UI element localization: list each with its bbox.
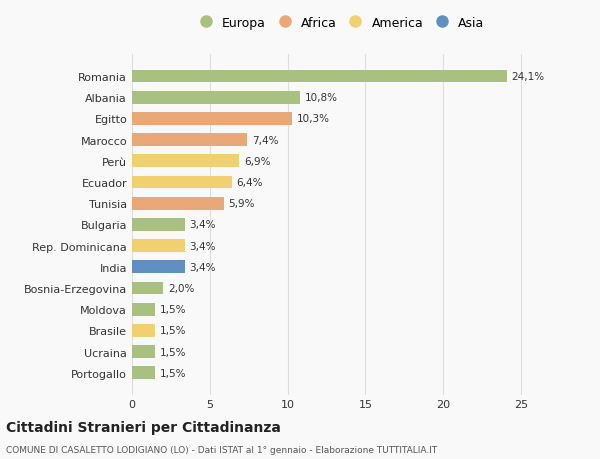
Bar [132, 113, 292, 125]
Text: 3,4%: 3,4% [190, 220, 216, 230]
Text: 3,4%: 3,4% [190, 262, 216, 272]
Bar [132, 134, 247, 147]
Text: 1,5%: 1,5% [160, 368, 187, 378]
Text: 3,4%: 3,4% [190, 241, 216, 251]
Bar [132, 92, 300, 104]
Bar [132, 261, 185, 274]
Text: 7,4%: 7,4% [252, 135, 278, 146]
Bar [132, 176, 232, 189]
Text: COMUNE DI CASALETTO LODIGIANO (LO) - Dati ISTAT al 1° gennaio - Elaborazione TUT: COMUNE DI CASALETTO LODIGIANO (LO) - Dat… [6, 445, 437, 454]
Text: Cittadini Stranieri per Cittadinanza: Cittadini Stranieri per Cittadinanza [6, 420, 281, 435]
Text: 5,9%: 5,9% [229, 199, 255, 209]
Bar [132, 282, 163, 295]
Text: 2,0%: 2,0% [168, 283, 194, 293]
Text: 1,5%: 1,5% [160, 304, 187, 314]
Text: 1,5%: 1,5% [160, 347, 187, 357]
Text: 10,8%: 10,8% [305, 93, 338, 103]
Bar [132, 325, 155, 337]
Text: 1,5%: 1,5% [160, 326, 187, 336]
Bar [132, 155, 239, 168]
Bar [132, 218, 185, 231]
Bar [132, 303, 155, 316]
Bar [132, 367, 155, 379]
Text: 10,3%: 10,3% [297, 114, 330, 124]
Bar [132, 346, 155, 358]
Bar [132, 71, 507, 83]
Legend: Europa, Africa, America, Asia: Europa, Africa, America, Asia [199, 17, 485, 30]
Bar [132, 197, 224, 210]
Text: 24,1%: 24,1% [512, 72, 545, 82]
Bar [132, 240, 185, 252]
Text: 6,4%: 6,4% [236, 178, 263, 188]
Text: 6,9%: 6,9% [244, 157, 271, 167]
